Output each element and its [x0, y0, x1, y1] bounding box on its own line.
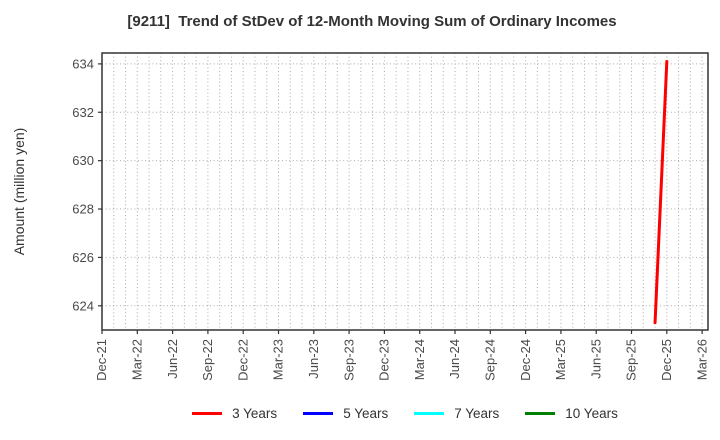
x-tick-label: Jun-25 [588, 339, 603, 379]
legend-swatch-3-years [192, 411, 223, 415]
y-tick-label: 626 [72, 250, 94, 265]
x-tick-label: Mar-24 [412, 339, 427, 380]
plot-border [101, 52, 709, 331]
x-tick-label: Dec-23 [377, 339, 392, 381]
legend-label-10-years: 10 Years [565, 405, 618, 421]
y-tick-label: 628 [72, 202, 94, 217]
x-tick-label: Dec-24 [518, 339, 533, 381]
x-tick-label: Jun-24 [447, 339, 462, 379]
x-tick-label: Sep-25 [624, 339, 639, 381]
legend-item-3-years: 3 Years [192, 406, 277, 421]
x-tick-label: Sep-22 [200, 339, 215, 381]
y-tick-label: 634 [72, 56, 94, 71]
legend-item-10-years: 10 Years [525, 406, 618, 421]
x-tick-label: Mar-26 [694, 339, 709, 380]
legend-swatch-10-years [525, 411, 556, 415]
x-tick-label: Dec-25 [659, 339, 674, 381]
x-tick-label: Mar-23 [271, 339, 286, 380]
chart-title: [9211] Trend of StDev of 12-Month Moving… [127, 13, 617, 30]
x-tick-label: Mar-25 [553, 339, 568, 380]
x-tick-label: Jun-22 [165, 339, 180, 379]
x-tick-label: Sep-23 [341, 339, 356, 381]
legend-swatch-5-years [303, 411, 334, 415]
legend-item-7-years: 7 Years [414, 406, 499, 421]
x-tick-label: Dec-21 [94, 339, 109, 381]
legend-label-7-years: 7 Years [454, 405, 500, 421]
legend-item-5-years: 5 Years [303, 406, 388, 421]
x-tick-label: Mar-22 [129, 339, 144, 380]
x-tick-label: Jun-23 [306, 339, 321, 379]
y-tick-label: 630 [72, 153, 94, 168]
y-tick-label: 632 [72, 105, 94, 120]
x-tick-label: Sep-24 [482, 339, 497, 381]
legend: 3 Years 5 Years 7 Years 10 Years [102, 403, 708, 423]
y-axis-label: Amount (million yen) [11, 128, 27, 256]
series-line-3-years [653, 59, 669, 325]
y-tick-label: 624 [72, 298, 94, 313]
legend-label-3-years: 3 Years [232, 405, 278, 421]
x-tick-label: Dec-22 [235, 339, 250, 381]
legend-swatch-7-years [414, 411, 445, 415]
legend-label-5-years: 5 Years [343, 405, 389, 421]
